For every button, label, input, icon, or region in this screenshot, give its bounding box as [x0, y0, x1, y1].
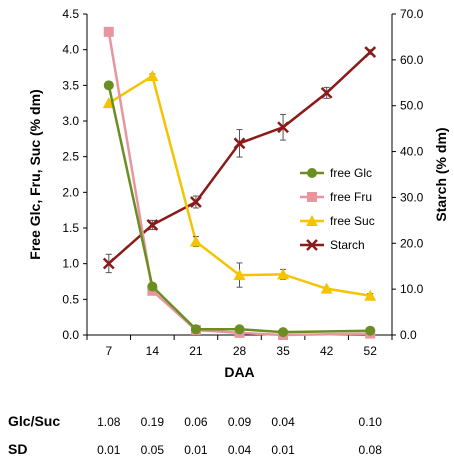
y-tick-label: 2.5: [62, 150, 79, 164]
table-cell: 0.10: [359, 415, 383, 429]
x-tick-label: 52: [364, 344, 378, 358]
data-point-free-glc: [190, 324, 201, 335]
data-point-starch-stroke: [190, 196, 202, 208]
y-axis-title: Free Glc, Fru, Suc (% dm): [27, 89, 43, 259]
table-cell: 1.08: [97, 415, 121, 429]
y-tick-label: 1.0: [62, 257, 79, 271]
legend-item-free-glc: free Glc: [300, 166, 372, 180]
series-line-free-glc: [107, 85, 371, 334]
legend-marker: [307, 192, 317, 202]
data-point-free-suc: [102, 97, 115, 109]
legend-item-free-fru: free Fru: [300, 190, 372, 204]
table-row-label: Glc/Suc: [8, 413, 60, 429]
series-line-starch: [107, 51, 372, 265]
axis-titles: DAA Free Glc, Fru, Suc (% dm) Starch (% …: [27, 89, 449, 380]
data-point-starch-stroke: [146, 219, 159, 231]
data-point-free-suc: [277, 268, 290, 280]
data-point-starch: [320, 86, 333, 99]
series-free-suc: [102, 70, 377, 301]
data-point-starch: [146, 219, 159, 231]
y2-tick-label: 40.0: [400, 145, 424, 159]
table-cell: 0.04: [271, 415, 295, 429]
ratio-table: Glc/Suc 1.08 0.19 0.06 0.09 0.04 0.10 SD 0.01 0.0…: [8, 413, 382, 457]
data-point-free-glc: [278, 327, 289, 338]
table-cell: 0.05: [141, 443, 165, 457]
data-point-starch-stroke: [277, 121, 289, 134]
y-tick-label: 1.5: [62, 221, 79, 235]
legend-label: Starch: [330, 238, 365, 252]
data-point-starch-stroke: [233, 137, 246, 150]
legend-item-starch: Starch: [300, 238, 365, 252]
data-point-starch: [190, 196, 202, 208]
x-tick-label: 42: [320, 344, 334, 358]
legend-marker: [307, 168, 317, 178]
y-tick-label: 0.5: [62, 292, 79, 306]
table-row-label: SD: [8, 441, 27, 457]
table-cell: 0.01: [97, 443, 121, 457]
data-point-starch-stroke: [320, 86, 333, 99]
data-point-starch: [102, 257, 115, 270]
legend-label: free Glc: [330, 166, 372, 180]
y2-tick-label: 70.0: [400, 7, 424, 21]
legend-marker: [306, 215, 318, 226]
x-tick-label: 35: [276, 344, 290, 358]
table-cell: 0.19: [141, 415, 165, 429]
table-cell: 0.04: [228, 443, 252, 457]
y2-axis-title: Starch (% dm): [433, 127, 449, 221]
y-tick-label: 4.0: [62, 43, 79, 57]
data-point-starch-stroke: [102, 257, 115, 270]
table-cell: 0.01: [184, 443, 208, 457]
y2-tick-label: 60.0: [400, 53, 424, 67]
y-tick-label: 2.0: [62, 185, 79, 199]
x-tick-label: 28: [233, 344, 247, 358]
data-point-free-suc: [364, 289, 377, 301]
y2-tick-label: 0.0: [400, 328, 417, 342]
data-point-free-glc: [365, 325, 376, 336]
y2-tick-label: 30.0: [400, 190, 424, 204]
data-point-free-suc: [189, 235, 202, 247]
legend-item-free-suc: free Suc: [300, 214, 375, 228]
x-axis-title: DAA: [224, 364, 254, 380]
data-point-starch: [364, 46, 377, 58]
legend-marker-stroke: [306, 239, 318, 251]
series-starch: [102, 46, 377, 274]
series-free-fru: [103, 26, 376, 340]
data-point-starch-stroke: [364, 46, 377, 58]
data-point-free-suc: [146, 70, 159, 82]
legend-label: free Suc: [330, 214, 375, 228]
y-tick-label: 0.0: [62, 328, 79, 342]
series-free-glc: [103, 80, 376, 338]
x-tick-label: 21: [189, 344, 203, 358]
table-cell: 0.08: [359, 443, 383, 457]
data-point-free-glc: [234, 324, 245, 335]
data-point-free-glc: [147, 281, 158, 292]
y2-tick-label: 10.0: [400, 282, 424, 296]
y2-tick-label: 50.0: [400, 99, 424, 113]
y-tick-label: 3.0: [62, 114, 79, 128]
x-tick-label: 7: [105, 344, 112, 358]
data-point-starch: [277, 121, 289, 134]
tick-labels: 0.0 0.5 1.0 1.5 2.0 2.5 3.0 3.5 4.0 4.5 0.0 10.0 20.…: [62, 7, 423, 358]
legend-label: free Fru: [330, 190, 372, 204]
data-point-starch: [233, 137, 246, 150]
table-cell: 0.09: [228, 415, 252, 429]
data-point-free-suc: [320, 282, 333, 294]
table-cell: 0.06: [184, 415, 208, 429]
legend: free Glc free Fru free Suc Starch: [300, 166, 375, 252]
series-layer: [102, 26, 377, 340]
data-point-free-fru: [103, 26, 114, 37]
y2-tick-label: 20.0: [400, 236, 424, 250]
table-cell: 0.01: [271, 443, 295, 457]
legend-marker: [306, 239, 318, 251]
y-tick-label: 3.5: [62, 78, 79, 92]
y-tick-label: 4.5: [62, 7, 79, 21]
data-point-free-glc: [103, 80, 114, 91]
data-point-free-suc: [233, 269, 246, 281]
x-tick-label: 14: [146, 344, 160, 358]
